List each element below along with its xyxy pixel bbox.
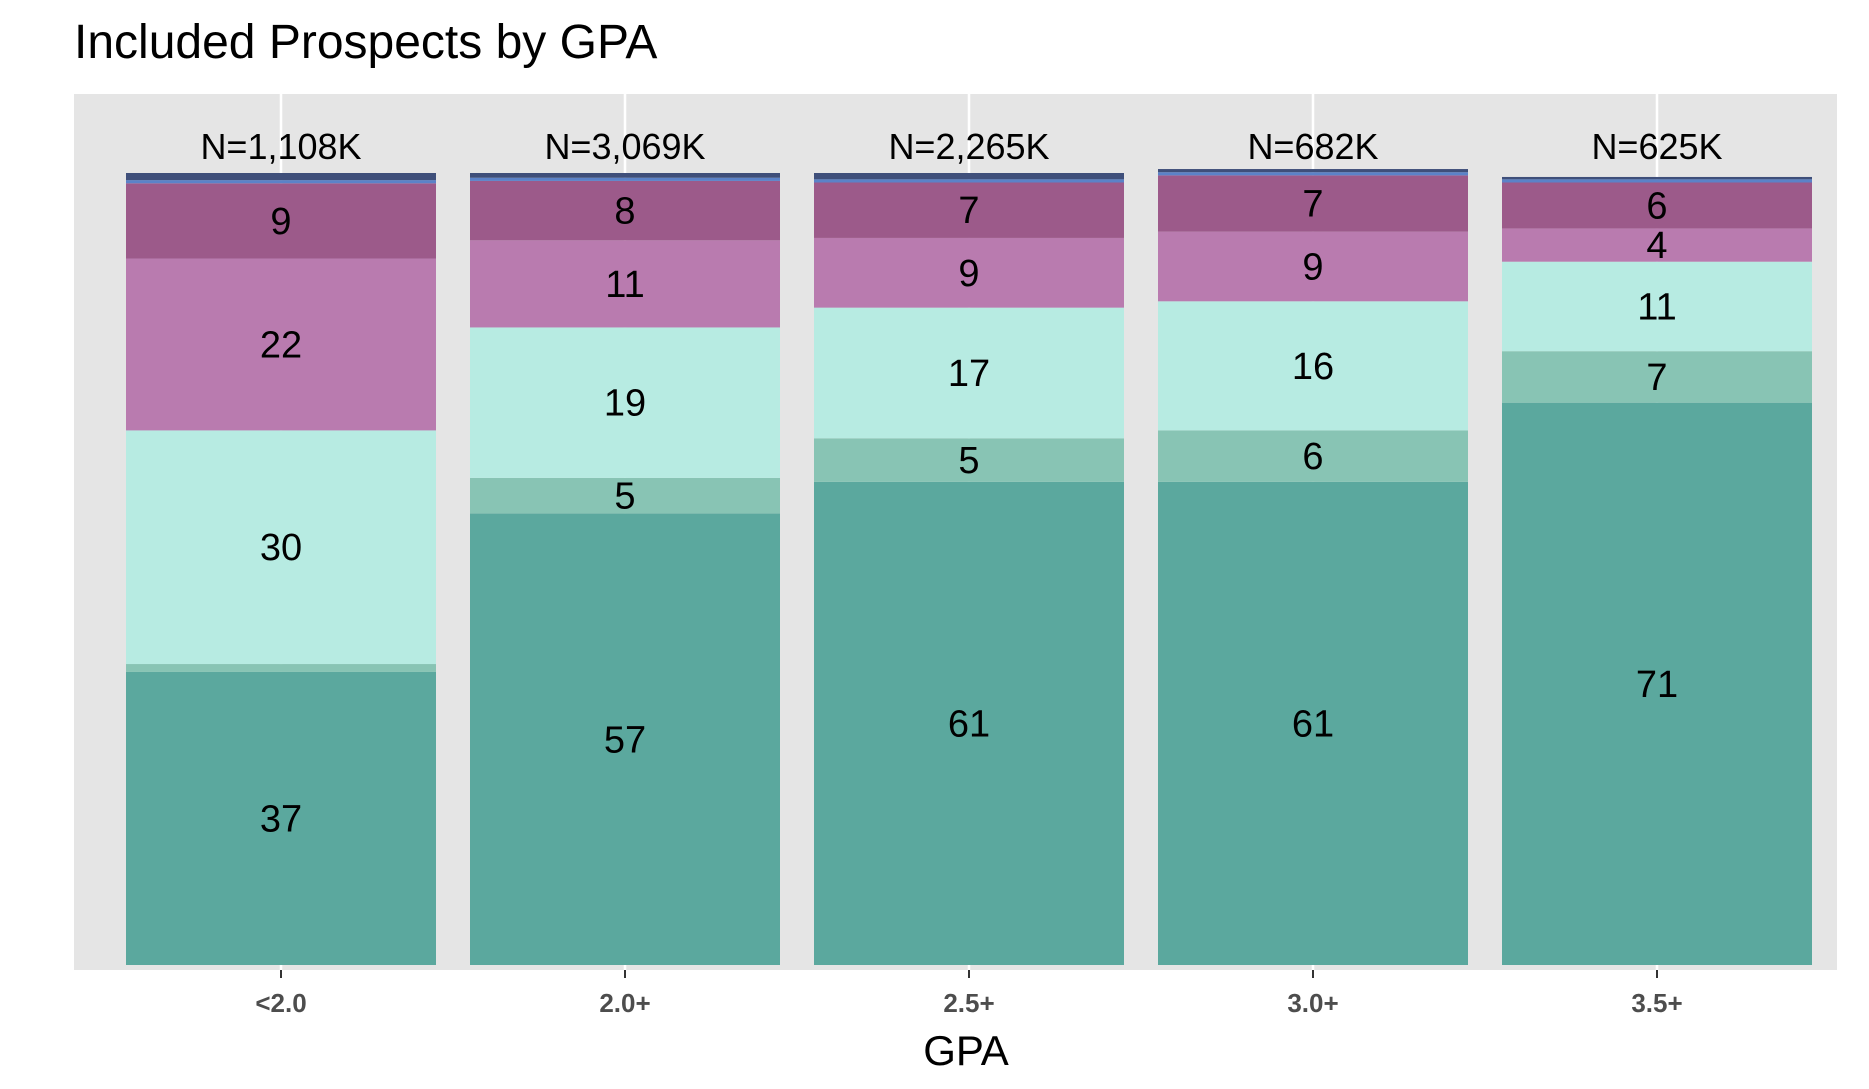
data-label: 4 bbox=[1646, 225, 1667, 267]
bar-segment bbox=[1502, 402, 1812, 965]
data-label: 61 bbox=[1292, 703, 1334, 745]
data-label: 30 bbox=[260, 527, 302, 569]
bar-segment bbox=[470, 327, 780, 478]
bar-segment bbox=[126, 258, 436, 431]
data-label: 71 bbox=[1636, 664, 1678, 706]
x-tick-label: <2.0 bbox=[255, 988, 306, 1018]
bar-segment bbox=[1502, 176, 1812, 180]
bar-segment bbox=[814, 438, 1124, 482]
data-label: 6 bbox=[1302, 436, 1323, 478]
bar-segment bbox=[1502, 228, 1812, 262]
bar-total-label: N=3,069K bbox=[544, 126, 705, 167]
bar-segment bbox=[126, 180, 436, 184]
x-tick-label: 2.0+ bbox=[599, 988, 650, 1018]
x-axis-label: GPA bbox=[923, 1027, 1009, 1074]
bar-segment bbox=[470, 477, 780, 514]
data-label: 9 bbox=[270, 201, 291, 243]
bar-segment bbox=[1502, 261, 1812, 352]
bar-segment bbox=[470, 240, 780, 328]
bar-segment bbox=[814, 173, 1124, 180]
data-label: 7 bbox=[1646, 357, 1667, 399]
data-label: 9 bbox=[1302, 246, 1323, 288]
bar-segment bbox=[1158, 301, 1468, 431]
bar-segment bbox=[1502, 351, 1812, 403]
chart-title: Included Prospects by GPA bbox=[74, 16, 657, 69]
bar-segment bbox=[126, 671, 436, 965]
data-label: 16 bbox=[1292, 346, 1334, 388]
x-tick-label: 3.5+ bbox=[1631, 988, 1682, 1018]
bar-total-label: N=1,108K bbox=[200, 126, 361, 167]
data-label: 11 bbox=[1637, 286, 1676, 328]
bar-segment bbox=[470, 180, 780, 241]
bar-segment bbox=[1502, 182, 1812, 229]
data-label: 9 bbox=[958, 253, 979, 295]
x-tick-labels: <2.0 2.0+ 2.5+ 3.0+ 3.5+ bbox=[255, 970, 1683, 1018]
bar-segment bbox=[470, 513, 780, 965]
bar-segment bbox=[470, 177, 780, 181]
bar-segment bbox=[126, 664, 436, 672]
bar-segment bbox=[814, 481, 1124, 965]
bar-segment bbox=[126, 173, 436, 181]
data-label: 17 bbox=[948, 353, 990, 395]
bar-segment bbox=[1158, 169, 1468, 173]
bar-segment bbox=[1158, 430, 1468, 482]
data-label: 7 bbox=[958, 190, 979, 232]
bars: 37 30 22 9 N=1,108K 57 5 19 11 8 N=3,069K 61 5 17 9 7 N=… bbox=[126, 126, 1812, 965]
bar-total-label: N=625K bbox=[1591, 126, 1722, 167]
data-label: 5 bbox=[958, 440, 979, 482]
bar-segment bbox=[126, 183, 436, 259]
data-label: 22 bbox=[260, 324, 302, 366]
data-label: 61 bbox=[948, 703, 990, 745]
data-label: 19 bbox=[604, 383, 646, 425]
x-tick-label: 2.5+ bbox=[943, 988, 994, 1018]
bar-segment bbox=[470, 173, 780, 178]
bar-total-label: N=2,265K bbox=[888, 126, 1049, 167]
data-label: 6 bbox=[1646, 185, 1667, 227]
bar-segment bbox=[126, 430, 436, 665]
data-label: 5 bbox=[614, 476, 635, 518]
bar-segment bbox=[1158, 172, 1468, 176]
bar-segment bbox=[1502, 179, 1812, 183]
bar-total-label: N=682K bbox=[1247, 126, 1378, 167]
bar-segment bbox=[1158, 481, 1468, 965]
bar-segment bbox=[1158, 231, 1468, 302]
data-label: 7 bbox=[1302, 183, 1323, 225]
data-label: 11 bbox=[605, 264, 644, 306]
data-label: 8 bbox=[614, 191, 635, 233]
bar-segment bbox=[814, 182, 1124, 238]
bar-segment bbox=[814, 179, 1124, 183]
data-label: 37 bbox=[260, 798, 302, 840]
bar-segment bbox=[814, 237, 1124, 308]
data-label: 57 bbox=[604, 719, 646, 761]
bar-segment bbox=[814, 307, 1124, 439]
x-tick-label: 3.0+ bbox=[1287, 988, 1338, 1018]
bar-segment bbox=[1158, 175, 1468, 232]
